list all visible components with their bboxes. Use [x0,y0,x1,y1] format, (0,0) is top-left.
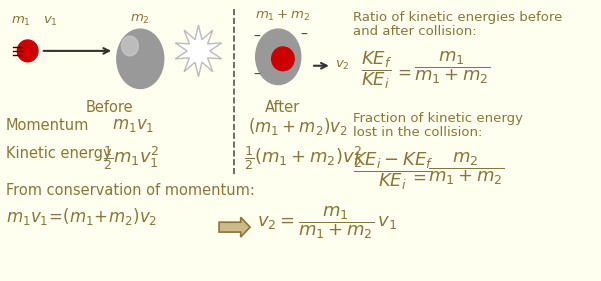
Ellipse shape [255,29,300,85]
Circle shape [272,47,294,71]
Text: $m_2$: $m_2$ [130,13,150,26]
Text: Fraction of kinetic energy: Fraction of kinetic energy [353,112,523,125]
Text: and after collision:: and after collision: [353,25,477,38]
Text: $m_1 v_1$: $m_1 v_1$ [112,116,154,134]
Text: From conservation of momentum:: From conservation of momentum: [6,183,255,198]
Text: $v_1$: $v_1$ [43,15,58,28]
Text: Before: Before [85,100,133,115]
Polygon shape [219,217,250,237]
Text: –: – [253,68,260,82]
Text: After: After [265,100,300,115]
Text: $=$: $=$ [409,168,427,186]
Text: $\frac{1}{2}m_1 v_1^2$: $\frac{1}{2}m_1 v_1^2$ [103,144,159,172]
Text: $(m_1 + m_2)v_2$: $(m_1 + m_2)v_2$ [248,116,348,137]
Text: –: – [253,30,260,44]
Text: $v_2$: $v_2$ [335,59,349,72]
Text: $m_1 + m_2$: $m_1 + m_2$ [255,9,311,23]
Polygon shape [175,25,222,77]
Ellipse shape [117,29,163,89]
Text: Momentum: Momentum [6,118,90,133]
Text: –: – [300,28,307,42]
Text: $m_1 v_1\! =\! (m_1\! +\! m_2)v_2$: $m_1 v_1\! =\! (m_1\! +\! m_2)v_2$ [6,206,157,227]
Text: $m_1$: $m_1$ [11,15,31,28]
Ellipse shape [121,36,138,56]
Text: Kinetic energy: Kinetic energy [6,146,112,161]
Text: $=$: $=$ [394,63,412,81]
Text: $\frac{1}{2}(m_1 + m_2)v_2^2$: $\frac{1}{2}(m_1 + m_2)v_2^2$ [243,144,362,172]
Text: $\dfrac{m_1}{m_1 + m_2}$: $\dfrac{m_1}{m_1 + m_2}$ [414,49,490,85]
Text: $v_2 = \dfrac{m_1}{m_1 + m_2}\, v_1$: $v_2 = \dfrac{m_1}{m_1 + m_2}\, v_1$ [257,204,397,241]
Circle shape [17,40,38,62]
Text: $\dfrac{KE_i - KE_f}{KE_i}$: $\dfrac{KE_i - KE_f}{KE_i}$ [353,150,434,192]
Text: lost in the collision:: lost in the collision: [353,126,483,139]
Text: Ratio of kinetic energies before: Ratio of kinetic energies before [353,11,563,24]
Text: $\dfrac{m_2}{m_1 + m_2}$: $\dfrac{m_2}{m_1 + m_2}$ [429,150,505,187]
Text: $\dfrac{KE_f}{KE_i}$: $\dfrac{KE_f}{KE_i}$ [361,49,392,90]
